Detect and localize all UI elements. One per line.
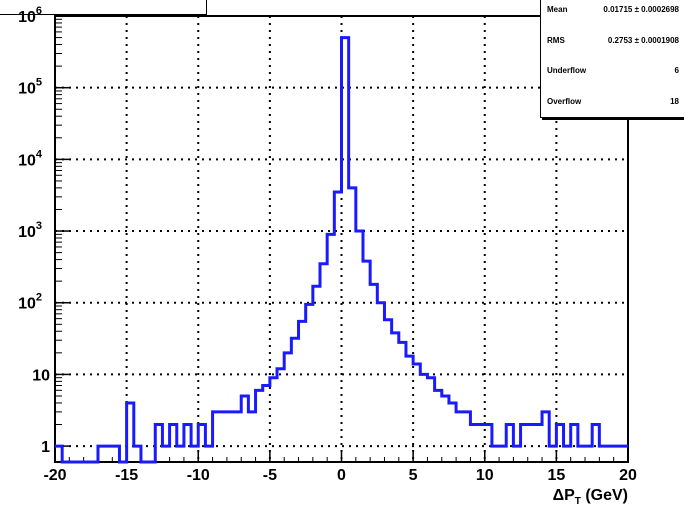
stat-row-overflow: Overflow 18 xyxy=(547,97,679,106)
x-tick-label: -10 xyxy=(187,467,210,484)
stat-row-rms: RMS 0.2753 ± 0.0001908 xyxy=(547,36,679,45)
x-axis-title: ΔPT (GeV) xyxy=(553,487,628,507)
stat-label: RMS xyxy=(547,36,565,45)
histogram-line xyxy=(55,36,628,464)
x-tick-label: -5 xyxy=(263,467,277,484)
y-tick-label: 1 xyxy=(41,439,50,456)
x-tick-label: 20 xyxy=(619,467,637,484)
y-tick-label: 103 xyxy=(18,220,42,241)
y-tick-label: 102 xyxy=(18,292,42,313)
x-tick-label: 15 xyxy=(547,467,565,484)
y-tick-label: 105 xyxy=(18,77,42,98)
stat-value: 18 xyxy=(670,97,679,106)
x-tick-label: 0 xyxy=(337,467,346,484)
grid-lines xyxy=(55,16,628,462)
y-tick-label: 104 xyxy=(18,148,43,169)
stat-value: 0.2753 ± 0.0001908 xyxy=(607,36,679,45)
y-tick-label: 10 xyxy=(32,367,50,384)
stat-value: 6 xyxy=(674,66,679,75)
stat-label: Mean xyxy=(547,5,568,14)
stat-label: Overflow xyxy=(547,97,582,106)
stat-row-mean: Mean 0.01715 ± 0.0002698 xyxy=(547,5,679,14)
y-tick-label: 106 xyxy=(18,5,42,26)
x-tick-label: 5 xyxy=(409,467,418,484)
x-tick-label: -20 xyxy=(43,467,66,484)
x-tick-label: -15 xyxy=(115,467,138,484)
x-axis-ticks: -20 -15 -10 -5 0 5 10 15 20 xyxy=(43,452,637,484)
histogram-title-box xyxy=(0,0,207,15)
y-axis-ticks: 1 10 102 103 104 105 106 xyxy=(18,5,69,456)
stats-box: Mean 0.01715 ± 0.0002698 RMS 0.2753 ± 0.… xyxy=(540,0,684,118)
stat-label: Underflow xyxy=(547,66,587,75)
x-tick-label: 10 xyxy=(476,467,494,484)
stat-row-underflow: Underflow 6 xyxy=(547,66,679,75)
stat-value: 0.01715 ± 0.0002698 xyxy=(603,5,679,14)
